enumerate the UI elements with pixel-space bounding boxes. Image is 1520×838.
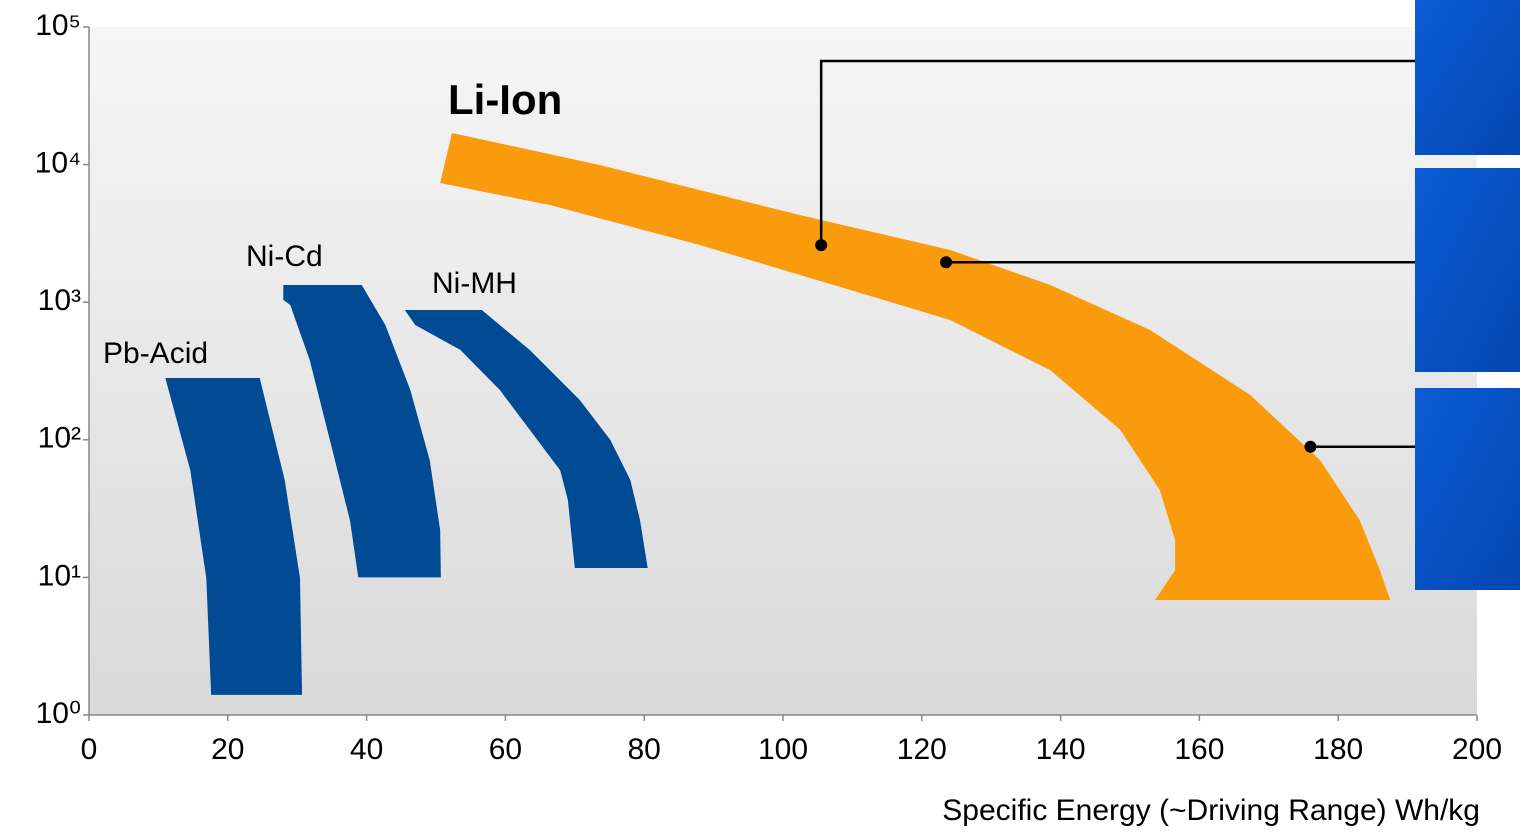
callout-point <box>815 239 827 251</box>
x-tick-label: 60 <box>489 733 522 766</box>
x-tick-label: 100 <box>758 733 808 766</box>
region-label: Li-Ion <box>448 76 562 123</box>
y-tick-label: 10² <box>38 422 81 455</box>
y-tick-label: 10⁰ <box>36 697 81 730</box>
x-tick-label: 160 <box>1174 733 1224 766</box>
y-tick-label: 10⁵ <box>35 9 81 42</box>
callout-point <box>1304 441 1316 453</box>
x-tick-label: 180 <box>1313 733 1363 766</box>
y-tick-label: 10⁴ <box>35 147 81 180</box>
y-tick-label: 10¹ <box>38 559 81 592</box>
page: Specific Energy (~Driving Range) Wh/kg 1… <box>0 0 1520 838</box>
x-tick-label: 120 <box>897 733 947 766</box>
y-tick-label: 10³ <box>38 284 81 317</box>
x-tick-label: 80 <box>628 733 661 766</box>
car-image <box>1415 388 1520 590</box>
car-image <box>1415 0 1520 155</box>
x-axis-title: Specific Energy (~Driving Range) Wh/kg <box>942 794 1480 827</box>
region-label: Ni-Cd <box>246 240 323 273</box>
x-tick-label: 0 <box>81 733 98 766</box>
x-tick-label: 200 <box>1452 733 1502 766</box>
chart: Specific Energy (~Driving Range) Wh/kg 1… <box>0 0 1520 838</box>
x-tick-label: 140 <box>1036 733 1086 766</box>
x-tick-label: 40 <box>350 733 383 766</box>
region-label: Pb-Acid <box>103 337 208 370</box>
region-label: Ni-MH <box>432 267 517 300</box>
callout-point <box>940 256 952 268</box>
car-image <box>1415 168 1520 372</box>
x-tick-label: 20 <box>211 733 244 766</box>
